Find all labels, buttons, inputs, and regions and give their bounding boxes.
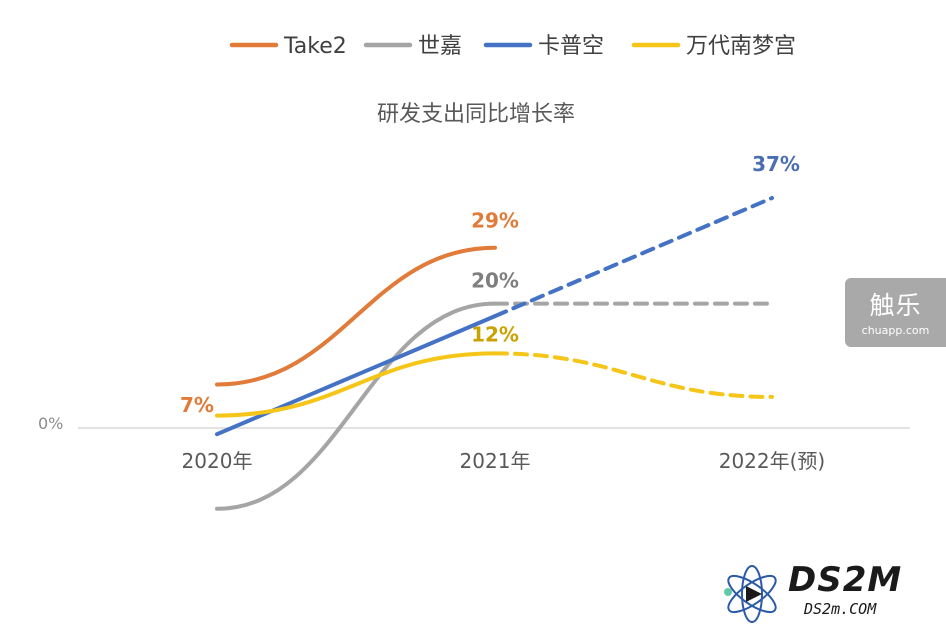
legend-label-3: 万代南梦宫	[686, 34, 796, 59]
watermark-badge: 触乐 chuapp.com	[845, 278, 946, 347]
legend-label-1: 世嘉	[418, 34, 462, 59]
watermark-subtitle: chuapp.com	[861, 324, 930, 337]
data-label-2: 20%	[471, 269, 519, 293]
series-1-solid-line	[215, 301, 497, 511]
watermark-title: 触乐	[869, 291, 922, 320]
series-0-line	[215, 245, 497, 387]
series-3-projected-line	[493, 351, 774, 399]
site-logo: DS2M DS2m.COM	[712, 558, 942, 628]
legend-label-0: Take2	[283, 34, 347, 59]
data-label-3: 12%	[471, 322, 519, 346]
chart-series	[215, 196, 774, 511]
series-3-solid-line	[215, 351, 497, 418]
logo-main-text: DS2M	[788, 560, 903, 600]
data-label-4: 37%	[752, 152, 800, 176]
data-label-0: 29%	[471, 209, 519, 233]
logo-sub-text: DS2m.COM	[804, 600, 877, 618]
zero-axis-label: 0%	[38, 414, 63, 433]
atom-logo-icon	[724, 565, 777, 623]
series-2-solid-line	[215, 314, 497, 437]
x-tick-label-1: 2021年	[460, 449, 531, 473]
series-2-projected-line	[493, 196, 774, 319]
legend-label-2: 卡普空	[538, 34, 604, 59]
x-tick-label-2: 2022年(预)	[719, 449, 826, 473]
chart-legend: Take2 世嘉 卡普空 万代南梦宫	[229, 34, 796, 59]
data-label-1: 7%	[180, 393, 214, 417]
chart-data-labels: 29% 7% 20% 12% 37%	[180, 152, 800, 417]
x-tick-label-0: 2020年	[182, 449, 253, 473]
chart-title: 研发支出同比增长率	[377, 102, 575, 127]
x-axis-ticks: 2020年 2021年 2022年(预)	[182, 449, 826, 473]
